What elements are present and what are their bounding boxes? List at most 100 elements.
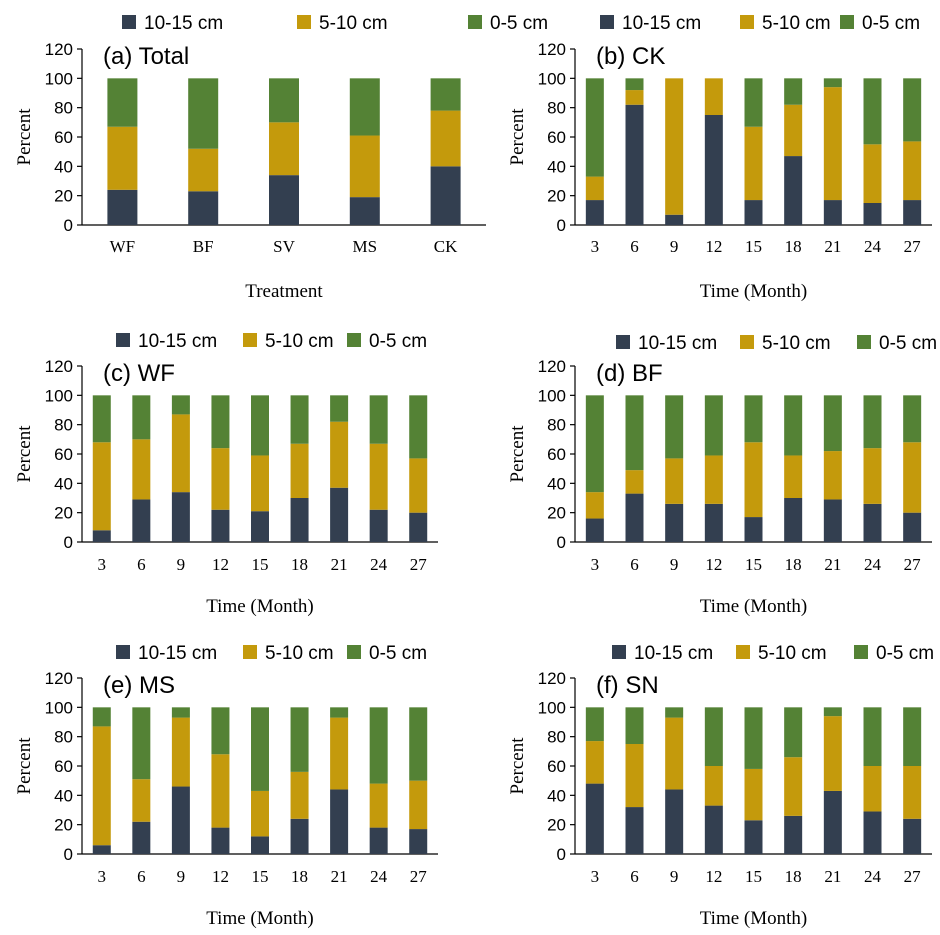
bar-segment (409, 707, 428, 781)
bar-segment (823, 499, 842, 542)
bar-segment (430, 166, 461, 225)
legend-swatch (840, 15, 854, 29)
x-axis-label: Treatment (245, 281, 323, 302)
bar-segment (211, 395, 230, 449)
bar-segment (349, 78, 380, 136)
x-axis-label: Time (Month) (700, 596, 808, 617)
bar-segment (585, 200, 604, 225)
bar-segment (409, 780, 428, 830)
bar-segment (585, 518, 604, 542)
bar-segment (211, 754, 230, 828)
y-tick-label: 40 (54, 157, 73, 176)
x-tick-label: 12 (212, 867, 229, 886)
bar-segment (251, 511, 269, 542)
x-tick-label: 27 (904, 237, 922, 256)
bar-segment (784, 455, 803, 498)
bar-segment (369, 443, 388, 510)
legend-swatch (243, 333, 257, 347)
x-tick-label: SV (273, 237, 295, 256)
y-tick-label: 0 (557, 533, 566, 552)
bar-segment (665, 503, 684, 542)
legend-label: 10-15 cm (622, 13, 701, 34)
bar-segment (369, 707, 388, 784)
x-tick-label: 27 (410, 555, 428, 574)
legend-label: 0-5 cm (862, 13, 920, 34)
bar-segment (625, 493, 644, 542)
y-tick-label: 80 (54, 99, 73, 118)
chart-panel-6: 10-15 cm 5-10 cm 0-5 cm 0 20 40 60 80 100 120 Perc… (507, 643, 934, 929)
y-tick-label: 40 (547, 786, 566, 805)
legend-swatch (116, 645, 130, 659)
bar-segment (704, 455, 723, 504)
bar-segment (784, 395, 803, 456)
bar-segment (369, 827, 388, 854)
y-tick-label: 40 (54, 786, 73, 805)
legend-swatch (122, 15, 136, 29)
x-tick-label: 24 (370, 555, 388, 574)
bar-segment (903, 442, 922, 513)
y-tick-label: 120 (45, 40, 73, 59)
y-axis-label: Percent (507, 108, 528, 166)
legend-swatch (116, 333, 130, 347)
y-tick-label: 120 (45, 357, 73, 376)
x-tick-label: 21 (824, 237, 841, 256)
y-tick-label: 60 (54, 445, 73, 464)
bar-segment (409, 512, 428, 542)
x-tick-label: 6 (137, 555, 146, 574)
bar-segment (704, 766, 723, 806)
legend-label: 0-5 cm (490, 13, 548, 34)
bar-segment (330, 707, 349, 718)
x-tick-label: 18 (291, 867, 308, 886)
x-tick-label: 21 (824, 555, 841, 574)
y-tick-label: 80 (54, 728, 73, 747)
bar-segment (211, 509, 230, 542)
bar-segment (330, 789, 349, 854)
bar-segment (784, 757, 803, 816)
legend-label: 5-10 cm (758, 643, 827, 664)
bar-segment (903, 395, 922, 443)
bar-segment (251, 395, 269, 456)
y-tick-label: 60 (547, 128, 566, 147)
bar-segment (863, 503, 882, 542)
bar-segment (107, 78, 138, 127)
x-tick-label: 15 (745, 867, 762, 886)
chart-title: (d) BF (596, 360, 663, 387)
bar-segment (625, 395, 644, 471)
bar-segment (132, 395, 151, 440)
x-tick-label: 6 (137, 867, 146, 886)
bar-segment (744, 517, 763, 542)
bar-segment (863, 144, 882, 203)
bar-segment (744, 395, 763, 443)
bar-segment (823, 200, 842, 225)
bar-segment (330, 395, 349, 422)
y-tick-label: 0 (64, 216, 73, 235)
bar-segment (903, 707, 922, 766)
bar-segment (903, 818, 922, 854)
bar-segment (585, 78, 604, 177)
y-tick-label: 80 (547, 416, 566, 435)
bar-segment (665, 458, 684, 504)
y-tick-label: 120 (538, 40, 566, 59)
bar-segment (430, 110, 461, 167)
x-tick-label: MS (353, 237, 378, 256)
x-tick-label: 21 (331, 867, 348, 886)
bar-segment (903, 766, 922, 819)
x-tick-label: 9 (670, 555, 679, 574)
y-tick-label: 120 (538, 669, 566, 688)
x-tick-label: 6 (630, 555, 639, 574)
chart-panel-4: 10-15 cm 5-10 cm 0-5 cm 0 20 40 60 80 100 120 Perc… (507, 333, 937, 617)
bar-segment (92, 442, 111, 531)
bar-segment (349, 197, 380, 225)
bar-segment (132, 707, 151, 780)
bar-segment (665, 78, 684, 215)
x-tick-label: 12 (705, 867, 722, 886)
bar-segment (744, 707, 763, 769)
y-tick-label: 80 (54, 416, 73, 435)
bar-segment (863, 395, 882, 449)
y-tick-label: 40 (547, 474, 566, 493)
legend-swatch (616, 335, 630, 349)
bar-segment (211, 448, 230, 510)
x-tick-label: 9 (177, 867, 186, 886)
bar-segment (823, 87, 842, 201)
bar-segment (903, 78, 922, 142)
